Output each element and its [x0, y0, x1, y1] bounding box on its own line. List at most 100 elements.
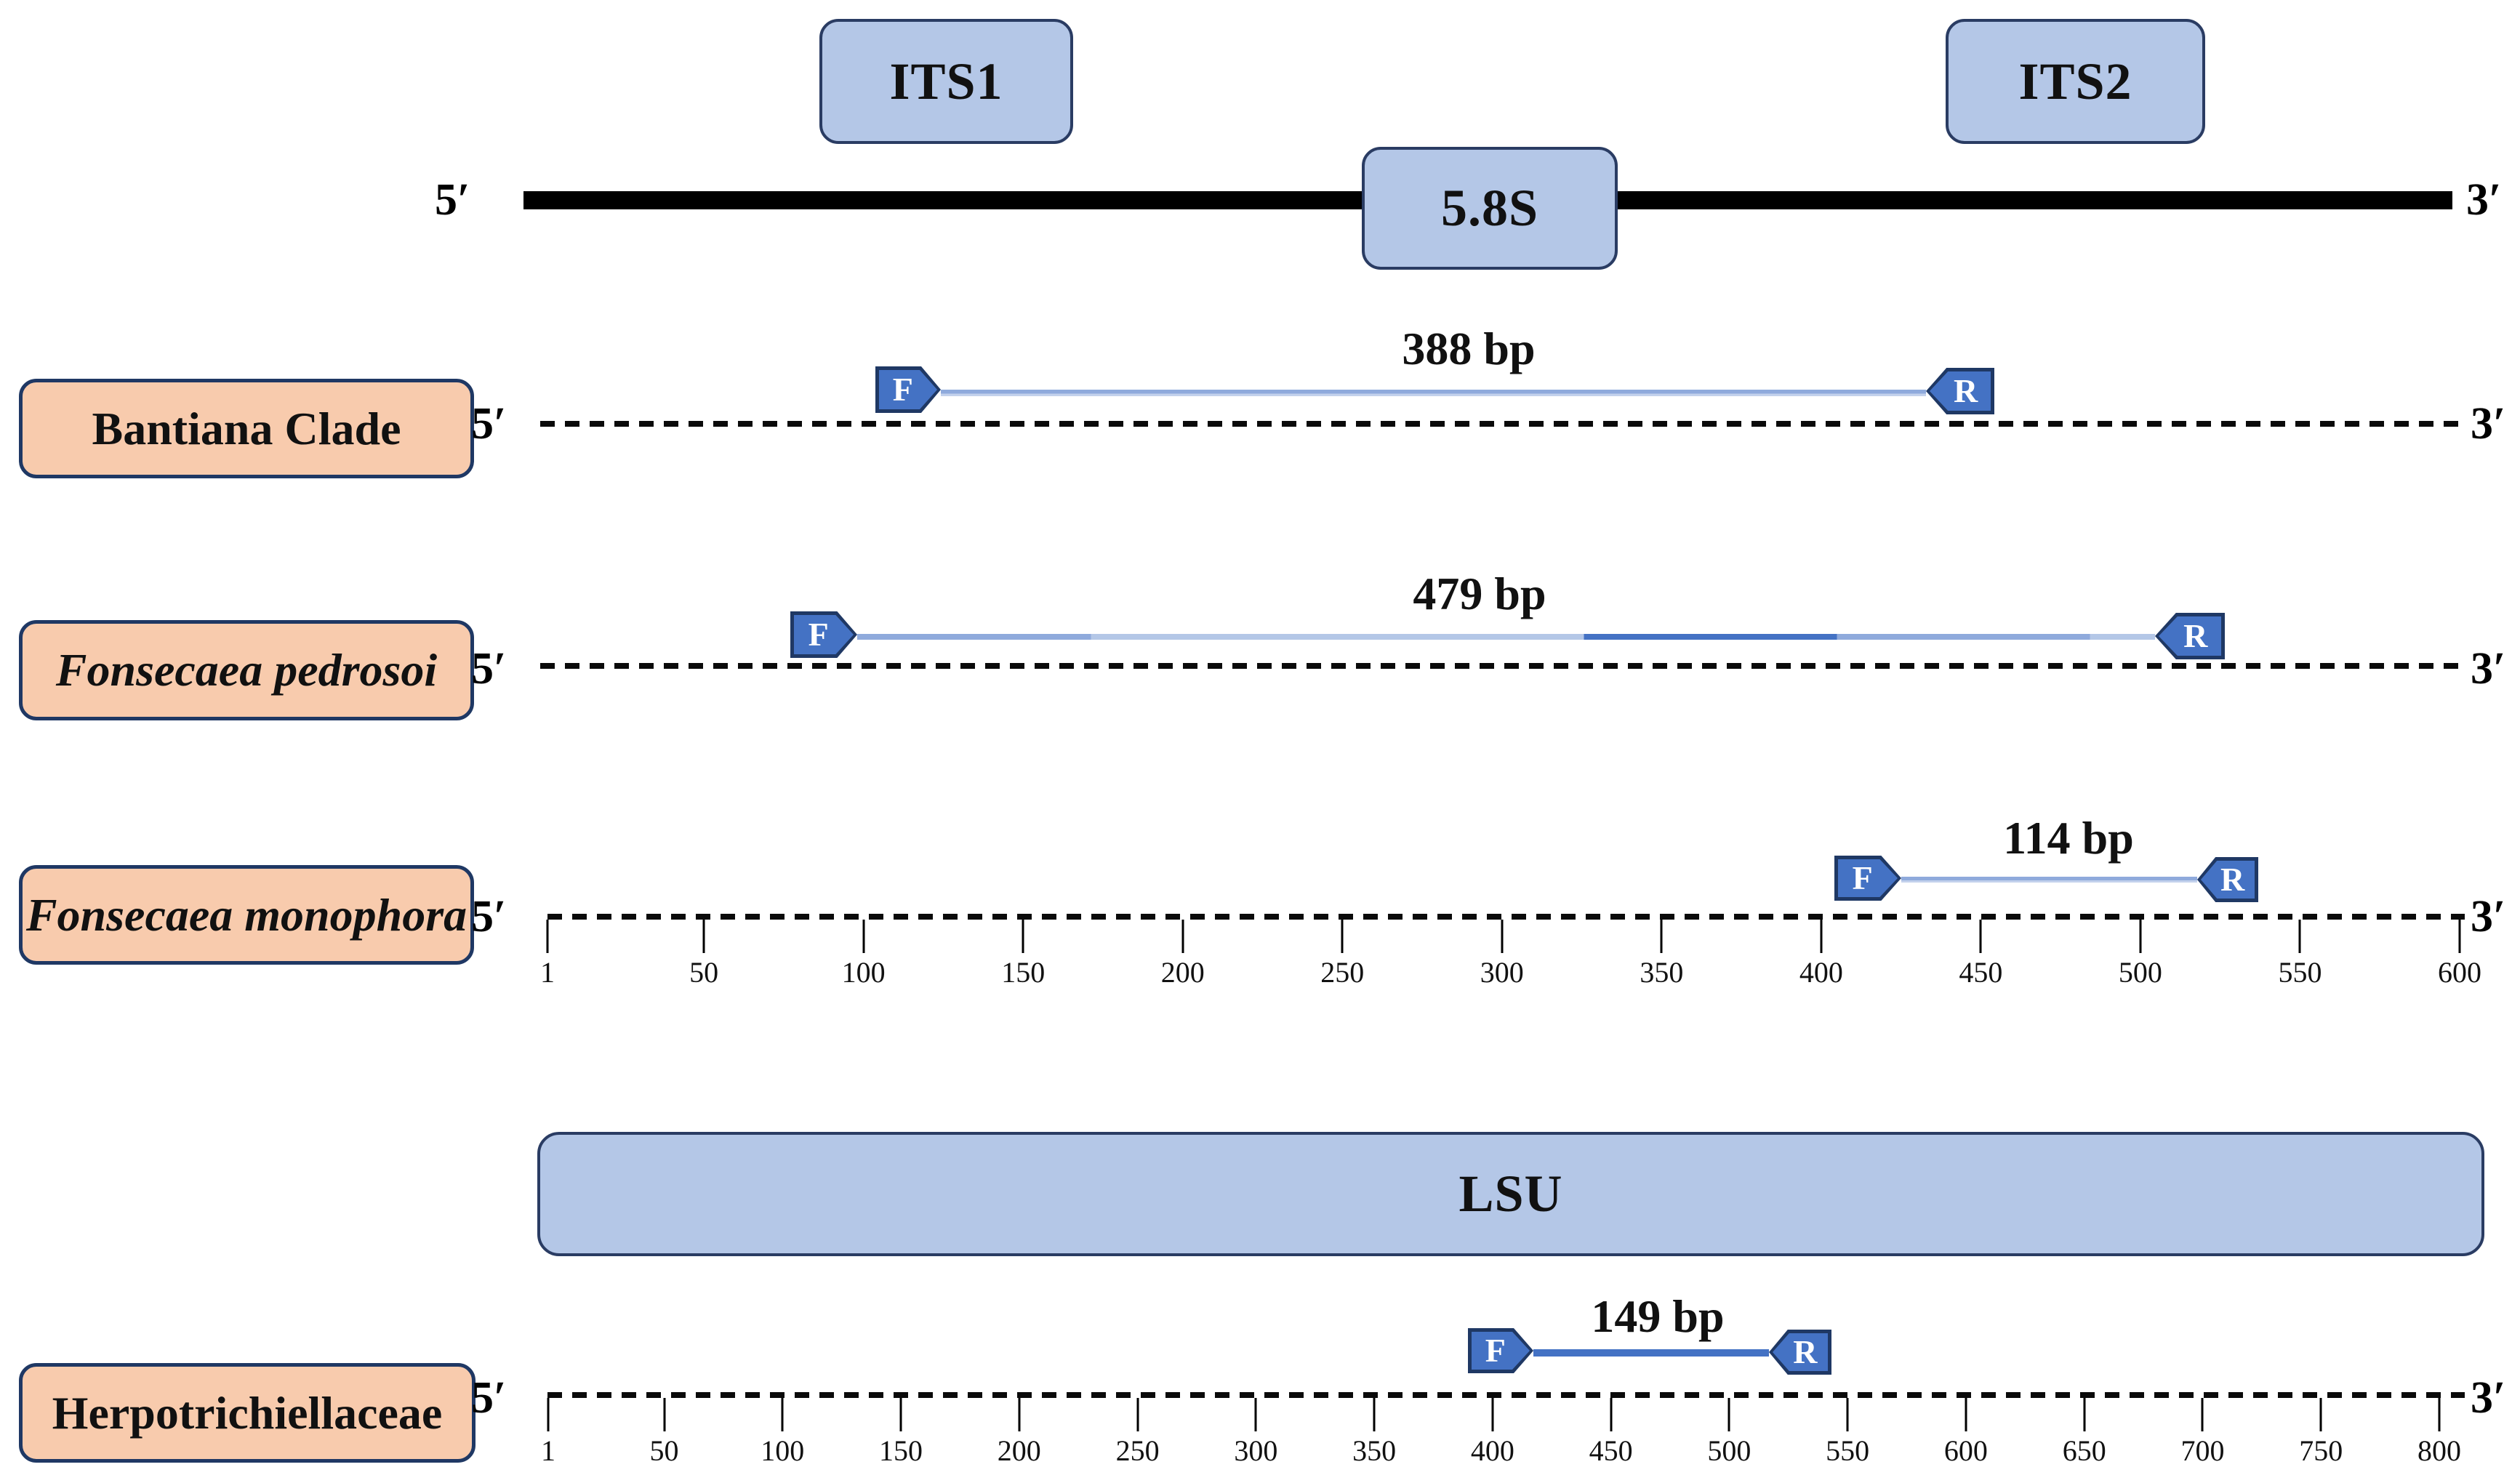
ruler-tick-label: 500 [1707, 1434, 1751, 1467]
ruler-tick: 100 [761, 1398, 804, 1466]
ruler-tick: 500 [2119, 920, 2162, 988]
ruler-tick-label: 400 [1470, 1434, 1514, 1467]
forward-primer-label: F [1852, 859, 1873, 896]
ruler-tick: 1 [540, 920, 555, 988]
row1-five-prime-label: 5′ [471, 399, 507, 449]
top-three-prime-label: 3′ [2466, 175, 2502, 225]
row2-forward-primer-arrow: F [790, 611, 857, 658]
row4-five-prime-label: 5′ [471, 1373, 507, 1423]
species-label: Fonsecaea pedrosoi [55, 644, 438, 696]
species-label: Herpotrichiellaceae [52, 1386, 443, 1439]
reverse-primer-label: R [2183, 617, 2208, 654]
row3-five-prime-label: 5′ [471, 892, 507, 941]
ruler-tick: 600 [1944, 1398, 1988, 1466]
ruler-tick-label: 600 [1943, 1434, 1988, 1467]
ruler-tick: 100 [842, 920, 886, 988]
ruler-tick-label: 750 [2299, 1434, 2343, 1467]
s58-region-box: 5.8S [1362, 147, 1618, 270]
its1-label: ITS1 [889, 52, 1003, 110]
species-label: Bantiana Clade [92, 402, 401, 454]
species-box-herpotrichiellaceae: Herpotrichiellaceae [19, 1363, 475, 1463]
row4-amplicon-size: 149 bp [1591, 1290, 1725, 1342]
ruler-tick: 150 [879, 1398, 923, 1466]
row3-amplicon-line [1901, 877, 2197, 883]
row4-strand-dashline [547, 1392, 2465, 1398]
primer-body: F [1472, 1332, 1530, 1370]
ruler-tick-label: 200 [1160, 956, 1205, 989]
ruler-tick: 450 [1959, 920, 2002, 988]
ruler-tick-label: 150 [1001, 956, 1046, 989]
ruler-tick: 150 [1001, 920, 1045, 988]
ruler-tick-label: 350 [1640, 956, 1684, 989]
ruler-tick: 50 [689, 920, 718, 988]
forward-primer-label: F [892, 371, 913, 408]
row1-forward-primer-arrow: F [875, 366, 941, 413]
s58-label: 5.8S [1440, 179, 1539, 237]
ruler-tick-label: 1 [541, 1434, 555, 1467]
ruler-tick: 750 [2299, 1398, 2343, 1466]
ruler-tick: 50 [650, 1398, 679, 1466]
its2-label: ITS2 [2018, 52, 2132, 110]
its2-region-box: ITS2 [1946, 19, 2205, 144]
ruler-tick-label: 450 [1959, 956, 2003, 989]
row1-strand-dashline [540, 421, 2465, 427]
ruler-tick-label: 450 [1589, 1434, 1633, 1467]
ruler-tick: 1 [541, 1398, 555, 1466]
ruler-tick: 500 [1707, 1398, 1751, 1466]
row2-amplicon-size: 479 bp [1413, 568, 1546, 619]
ruler-tick-label: 550 [1826, 1434, 1870, 1467]
ruler-tick-label: 100 [761, 1434, 805, 1467]
row2-five-prime-label: 5′ [471, 644, 507, 694]
ruler-tick: 300 [1234, 1398, 1277, 1466]
ruler-tick: 550 [2278, 920, 2322, 988]
row4-amplicon-line [1533, 1349, 1769, 1357]
lsu-region-box: LSU [537, 1132, 2484, 1256]
row4-bp-ruler: 1 50 100 150 200 250 300 350 400 450 500 550 600 650 7… [541, 1398, 2461, 1471]
row2-strand-dashline [540, 663, 2465, 669]
ruler-tick-label: 250 [1115, 1434, 1160, 1467]
ruler-tick: 700 [2180, 1398, 2224, 1466]
row1-three-prime-label: 3′ [2471, 399, 2506, 449]
ruler-tick: 250 [1116, 1398, 1160, 1466]
ruler-tick-label: 250 [1320, 956, 1365, 989]
ruler-tick-label: 650 [2062, 1434, 2106, 1467]
species-box-fonsecaea-monophora: Fonsecaea monophora [19, 865, 474, 965]
ruler-tick-label: 500 [2118, 956, 2162, 989]
row3-strand-dashline [547, 914, 2465, 920]
row2-three-prime-label: 3′ [2471, 644, 2506, 694]
ruler-tick-label: 300 [1234, 1434, 1278, 1467]
forward-primer-label: F [808, 616, 829, 653]
row4-three-prime-label: 3′ [2471, 1373, 2506, 1423]
row2-amplicon-line [857, 634, 2155, 640]
ruler-tick: 650 [2063, 1398, 2106, 1466]
ruler-tick-label: 400 [1799, 956, 1843, 989]
row2-reverse-primer-arrow: R [2155, 613, 2225, 659]
its1-region-box: ITS1 [819, 19, 1073, 144]
ruler-tick: 450 [1589, 1398, 1633, 1466]
forward-primer-label: F [1485, 1332, 1506, 1369]
ruler-tick-label: 1 [540, 956, 555, 989]
row1-amplicon-line [941, 390, 1926, 396]
row3-forward-primer-arrow: F [1834, 856, 1901, 901]
species-box-fonsecaea-pedrosoi: Fonsecaea pedrosoi [19, 620, 474, 720]
ruler-tick-label: 50 [689, 956, 719, 989]
reverse-primer-label: R [2220, 861, 2245, 898]
ruler-tick-label: 200 [997, 1434, 1041, 1467]
ruler-tick: 400 [1471, 1398, 1514, 1466]
ruler-tick-label: 550 [2278, 956, 2322, 989]
ruler-tick: 800 [2417, 1398, 2461, 1466]
ruler-tick: 350 [1352, 1398, 1396, 1466]
ruler-tick-label: 350 [1352, 1434, 1397, 1467]
top-five-prime-label: 5′ [435, 175, 470, 225]
ruler-tick-label: 100 [841, 956, 886, 989]
ruler-tick: 350 [1640, 920, 1683, 988]
species-label: Fonsecaea monophora [25, 888, 468, 941]
row1-reverse-primer-arrow: R [1926, 368, 1994, 414]
row1-amplicon-size: 388 bp [1402, 323, 1536, 374]
ruler-tick: 550 [1826, 1398, 1869, 1466]
ruler-tick: 400 [1799, 920, 1843, 988]
ruler-tick-label: 700 [2180, 1434, 2225, 1467]
ruler-tick: 200 [1161, 920, 1205, 988]
row4-reverse-primer-arrow: R [1769, 1330, 1831, 1375]
